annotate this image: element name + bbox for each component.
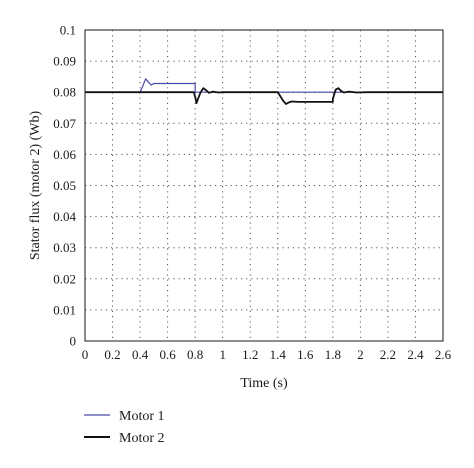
y-tick-label: 0.01 <box>53 302 76 317</box>
plot-frame <box>84 29 444 342</box>
y-tick-label: 0.08 <box>53 85 76 100</box>
x-tick-label: 2.4 <box>407 347 424 362</box>
x-tick-label: 2.2 <box>380 347 396 362</box>
x-tick-label: 2.6 <box>435 347 452 362</box>
y-axis-label: Stator flux (motor 2) (Wb) <box>28 111 43 261</box>
y-tick-label: 0.03 <box>53 240 76 255</box>
y-tick-label: 0.02 <box>53 271 76 286</box>
series-line-motor-1 <box>85 78 375 93</box>
y-tick-label: 0.09 <box>53 54 76 69</box>
x-axis-label: Time (s) <box>240 376 288 391</box>
x-tick-label: 0.6 <box>159 347 176 362</box>
x-tick-label: 2 <box>357 347 364 362</box>
x-tick-label: 1.6 <box>297 347 314 362</box>
legend-label-motor-1: Motor 1 <box>119 409 165 424</box>
x-tick-label: 1.2 <box>242 347 258 362</box>
x-tick-label: 0.2 <box>104 347 120 362</box>
legend: Motor 1 Motor 2 <box>84 409 165 446</box>
y-tick-label: 0.04 <box>53 209 76 224</box>
y-tick-label: 0.06 <box>53 147 76 162</box>
x-tick-label: 0.4 <box>132 347 149 362</box>
legend-label-motor-2: Motor 2 <box>119 431 165 446</box>
grid-lines <box>85 30 443 341</box>
x-tick-label: 1 <box>219 347 226 362</box>
x-tick-label: 0 <box>82 347 89 362</box>
y-tick-label: 0 <box>70 334 77 349</box>
series-layer <box>85 78 443 105</box>
x-tick-label: 0.8 <box>187 347 203 362</box>
x-tick-label: 1.4 <box>270 347 287 362</box>
series-line-motor-2 <box>85 87 443 105</box>
x-tick-label: 1.8 <box>325 347 341 362</box>
y-tick-label: 0.07 <box>53 116 76 131</box>
tick-labels: 0 0.2 0.4 0.6 0.8 1 1.2 1.4 1.6 1.8 2 2.2 2.4 2.6 0 0.0… <box>53 23 451 363</box>
y-tick-label: 0.1 <box>60 23 76 38</box>
y-tick-label: 0.05 <box>53 178 76 193</box>
